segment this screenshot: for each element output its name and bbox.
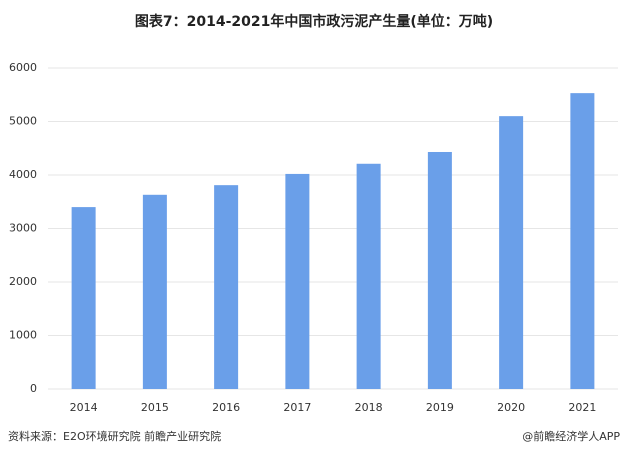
x-tick-label: 2015 xyxy=(141,401,169,414)
x-tick-label: 2014 xyxy=(70,401,98,414)
x-tick-label: 2019 xyxy=(426,401,454,414)
bar xyxy=(214,185,239,389)
y-tick-label: 2000 xyxy=(9,275,37,288)
x-tick-label: 2017 xyxy=(283,401,311,414)
bar xyxy=(427,151,452,389)
y-tick-label: 0 xyxy=(30,382,37,395)
y-tick-label: 3000 xyxy=(9,222,37,235)
chart-title: 图表7：2014-2021年中国市政污泥产生量(单位：万吨) xyxy=(135,13,493,30)
x-tick-label: 2016 xyxy=(212,401,240,414)
bar xyxy=(142,194,167,389)
x-tick-label: 2018 xyxy=(355,401,383,414)
source-note: 资料来源：E2O环境研究院 前瞻产业研究院 xyxy=(8,429,221,443)
bar xyxy=(71,207,96,389)
credit: @前瞻经济学人APP xyxy=(522,429,620,443)
y-tick-label: 1000 xyxy=(9,329,37,342)
x-tick-label: 2020 xyxy=(497,401,525,414)
x-tick-label: 2021 xyxy=(568,401,596,414)
bar xyxy=(499,116,524,390)
y-tick-label: 6000 xyxy=(9,61,37,74)
bar xyxy=(570,93,595,390)
y-tick-label: 4000 xyxy=(9,168,37,181)
bar xyxy=(356,163,381,389)
bar xyxy=(285,173,310,389)
y-tick-label: 5000 xyxy=(9,115,37,128)
